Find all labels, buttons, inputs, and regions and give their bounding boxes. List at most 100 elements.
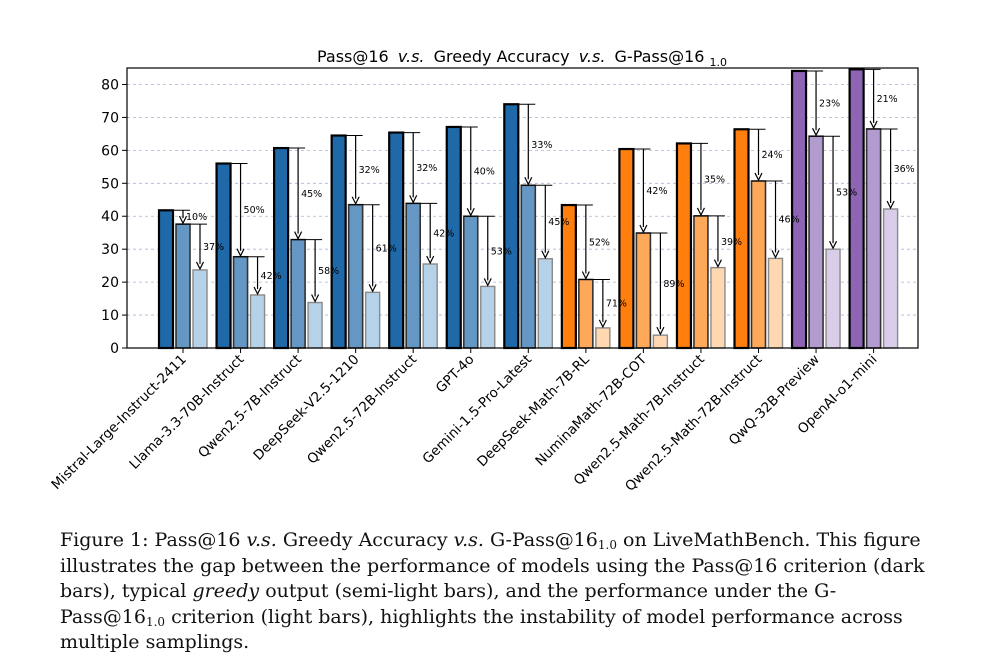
drop-label: 42% <box>646 186 667 197</box>
bar-Qwen2.5-72B-Instruct-s1 <box>388 131 405 350</box>
drop-arrows: 10% 37% 50% 42% 45% 58% 32% 61% 32% 42% 40% 53% 33% 4… <box>159 68 915 336</box>
arrow-tip <box>829 240 838 250</box>
y-tick-label: 50 <box>101 176 119 192</box>
bar-QwQ-32B-Preview-s1 <box>790 69 808 350</box>
arrow-tip <box>541 250 550 260</box>
x-tick-label: NuminaMath-72B-COT <box>532 351 650 469</box>
bar-GPT-4o-s3 <box>480 285 496 349</box>
bar-Qwen2.5-7B-Instruct-s1 <box>273 146 290 350</box>
arrow-tip <box>639 224 648 234</box>
y-tick-label: 20 <box>101 275 119 291</box>
arrow-tip <box>812 127 821 137</box>
drop-label: 39% <box>721 237 742 248</box>
caption-sub2: 1.0 <box>145 614 166 629</box>
caption-greedy: greedy <box>192 580 260 602</box>
drop-label: 42% <box>261 271 282 282</box>
bar-OpenAI-o1-mini-s2 <box>865 128 882 349</box>
caption-body-2: output (semi-light bars), and the perfor… <box>60 580 837 628</box>
x-tick-label: Llama-3.3-70B-Instruct <box>126 352 247 473</box>
drop-label: 40% <box>474 167 495 178</box>
bar-GPT-4o-s2 <box>462 215 479 349</box>
chart-title-vs2: v.s. <box>579 47 606 66</box>
y-tick-label: 30 <box>101 242 119 258</box>
y-tick-label: 80 <box>101 77 119 93</box>
drop-label: 52% <box>589 237 610 248</box>
bar-Qwen2.5-Math-7B-Instruct-s2 <box>693 215 709 349</box>
x-tick-label: Gemini-1.5-Pro-Latest <box>420 352 536 468</box>
arrow-tip <box>409 195 418 204</box>
plot-frame <box>126 67 919 349</box>
x-tick-label: DeepSeek-V2.5-1210 <box>250 352 362 464</box>
bar-Gemini-1.5-Pro-Latest-s3 <box>537 258 553 349</box>
bar-Mistral-Large-Instruct-2411-s3 <box>192 269 208 349</box>
drop-label: 37% <box>203 242 224 253</box>
drop-label: 53% <box>836 188 857 199</box>
bars <box>157 68 899 350</box>
drop-label: 89% <box>663 279 684 290</box>
caption-body: on LiveMathBench. This figure illustrate… <box>60 529 925 602</box>
bar-Qwen2.5-Math-72B-Instruct-s3 <box>767 257 784 349</box>
bar-Qwen2.5-Math-7B-Instruct-s3 <box>710 266 726 349</box>
bar-QwQ-32B-Preview-s2 <box>808 135 824 349</box>
bar-Mistral-Large-Instruct-2411-s2 <box>175 223 191 349</box>
caption-sub1: 1.0 <box>597 538 617 552</box>
arrow-tip <box>656 326 665 336</box>
bar-Qwen2.5-7B-Instruct-s2 <box>290 238 306 349</box>
bar-DeepSeek-V2.5-1210-s1 <box>330 134 347 350</box>
arrow-tip <box>886 200 895 210</box>
y-tick-label: 10 <box>101 308 119 324</box>
arrow-tip <box>351 196 360 206</box>
caption-vs1: v.s. <box>246 529 277 551</box>
bar-OpenAI-o1-mini-s1 <box>848 68 865 350</box>
drop-label: 61% <box>376 244 397 255</box>
drop-label: 10% <box>186 212 207 223</box>
bar-Qwen2.5-Math-72B-Instruct-s2 <box>750 180 767 349</box>
drop-label: 45% <box>301 189 322 200</box>
drop-label: 32% <box>416 163 437 174</box>
arrow-tip <box>483 278 492 287</box>
chart-title: Pass@16 v.s. Greedy Accuracy v.s. G-Pass… <box>317 47 727 69</box>
x-tick-label: GPT-4o <box>433 352 478 397</box>
bar-NuminaMath-72B-COT-s2 <box>635 232 652 349</box>
bar-Gemini-1.5-Pro-Latest-s2 <box>520 184 537 349</box>
arrow-tip <box>713 259 722 268</box>
bar-DeepSeek-Math-7B-RL-s2 <box>578 278 594 349</box>
bar-Llama-3.3-70B-Instruct-s3 <box>249 294 266 349</box>
arrow-tip <box>195 261 205 271</box>
arrow-tip <box>771 250 780 259</box>
arrow-tip <box>178 215 188 225</box>
x-tick-label: DeepSeek-Math-7B-RL <box>474 351 593 470</box>
arrow-tip <box>294 231 303 240</box>
drop-label: 33% <box>531 140 552 151</box>
drop-label: 36% <box>894 164 915 175</box>
drop-label: 58% <box>318 266 339 277</box>
caption-prefix: Figure 1: Pass@16 <box>60 529 247 551</box>
drop-label: 46% <box>779 215 800 226</box>
bar-Gemini-1.5-Pro-Latest-s1 <box>503 103 520 350</box>
bar-Qwen2.5-72B-Instruct-s2 <box>405 202 422 349</box>
drop-label: 42% <box>433 229 454 240</box>
figure-caption: Figure 1: Pass@16 v.s. Greedy Accuracy v… <box>60 528 940 656</box>
bar-Llama-3.3-70B-Instruct-s1 <box>215 162 232 350</box>
arrow-tip <box>426 255 435 265</box>
caption-gpass: G-Pass@16 <box>483 529 598 551</box>
chart-title-end: G-Pass@16 <box>615 47 705 66</box>
y-tick-label: 0 <box>110 341 119 357</box>
caption-mid: Greedy Accuracy <box>276 529 454 551</box>
y-tick-label: 70 <box>101 110 119 126</box>
bar-NuminaMath-72B-COT-s3 <box>652 334 669 349</box>
bar-Mistral-Large-Instruct-2411-s1 <box>157 209 175 350</box>
arrow-tip <box>253 286 262 296</box>
arrow-tip <box>236 248 245 258</box>
drop-label: 50% <box>244 205 265 216</box>
bar-OpenAI-o1-mini-s3 <box>882 208 899 349</box>
arrow-tip <box>581 271 590 280</box>
arrow-tip <box>524 177 533 186</box>
bar-Qwen2.5-7B-Instruct-s3 <box>307 301 323 349</box>
bar-Qwen2.5-72B-Instruct-s3 <box>422 263 438 349</box>
drop-label: 71% <box>606 299 627 310</box>
bar-QwQ-32B-Preview-s3 <box>825 248 841 349</box>
arrow-tip <box>598 319 607 329</box>
arrow-tip <box>696 207 705 217</box>
